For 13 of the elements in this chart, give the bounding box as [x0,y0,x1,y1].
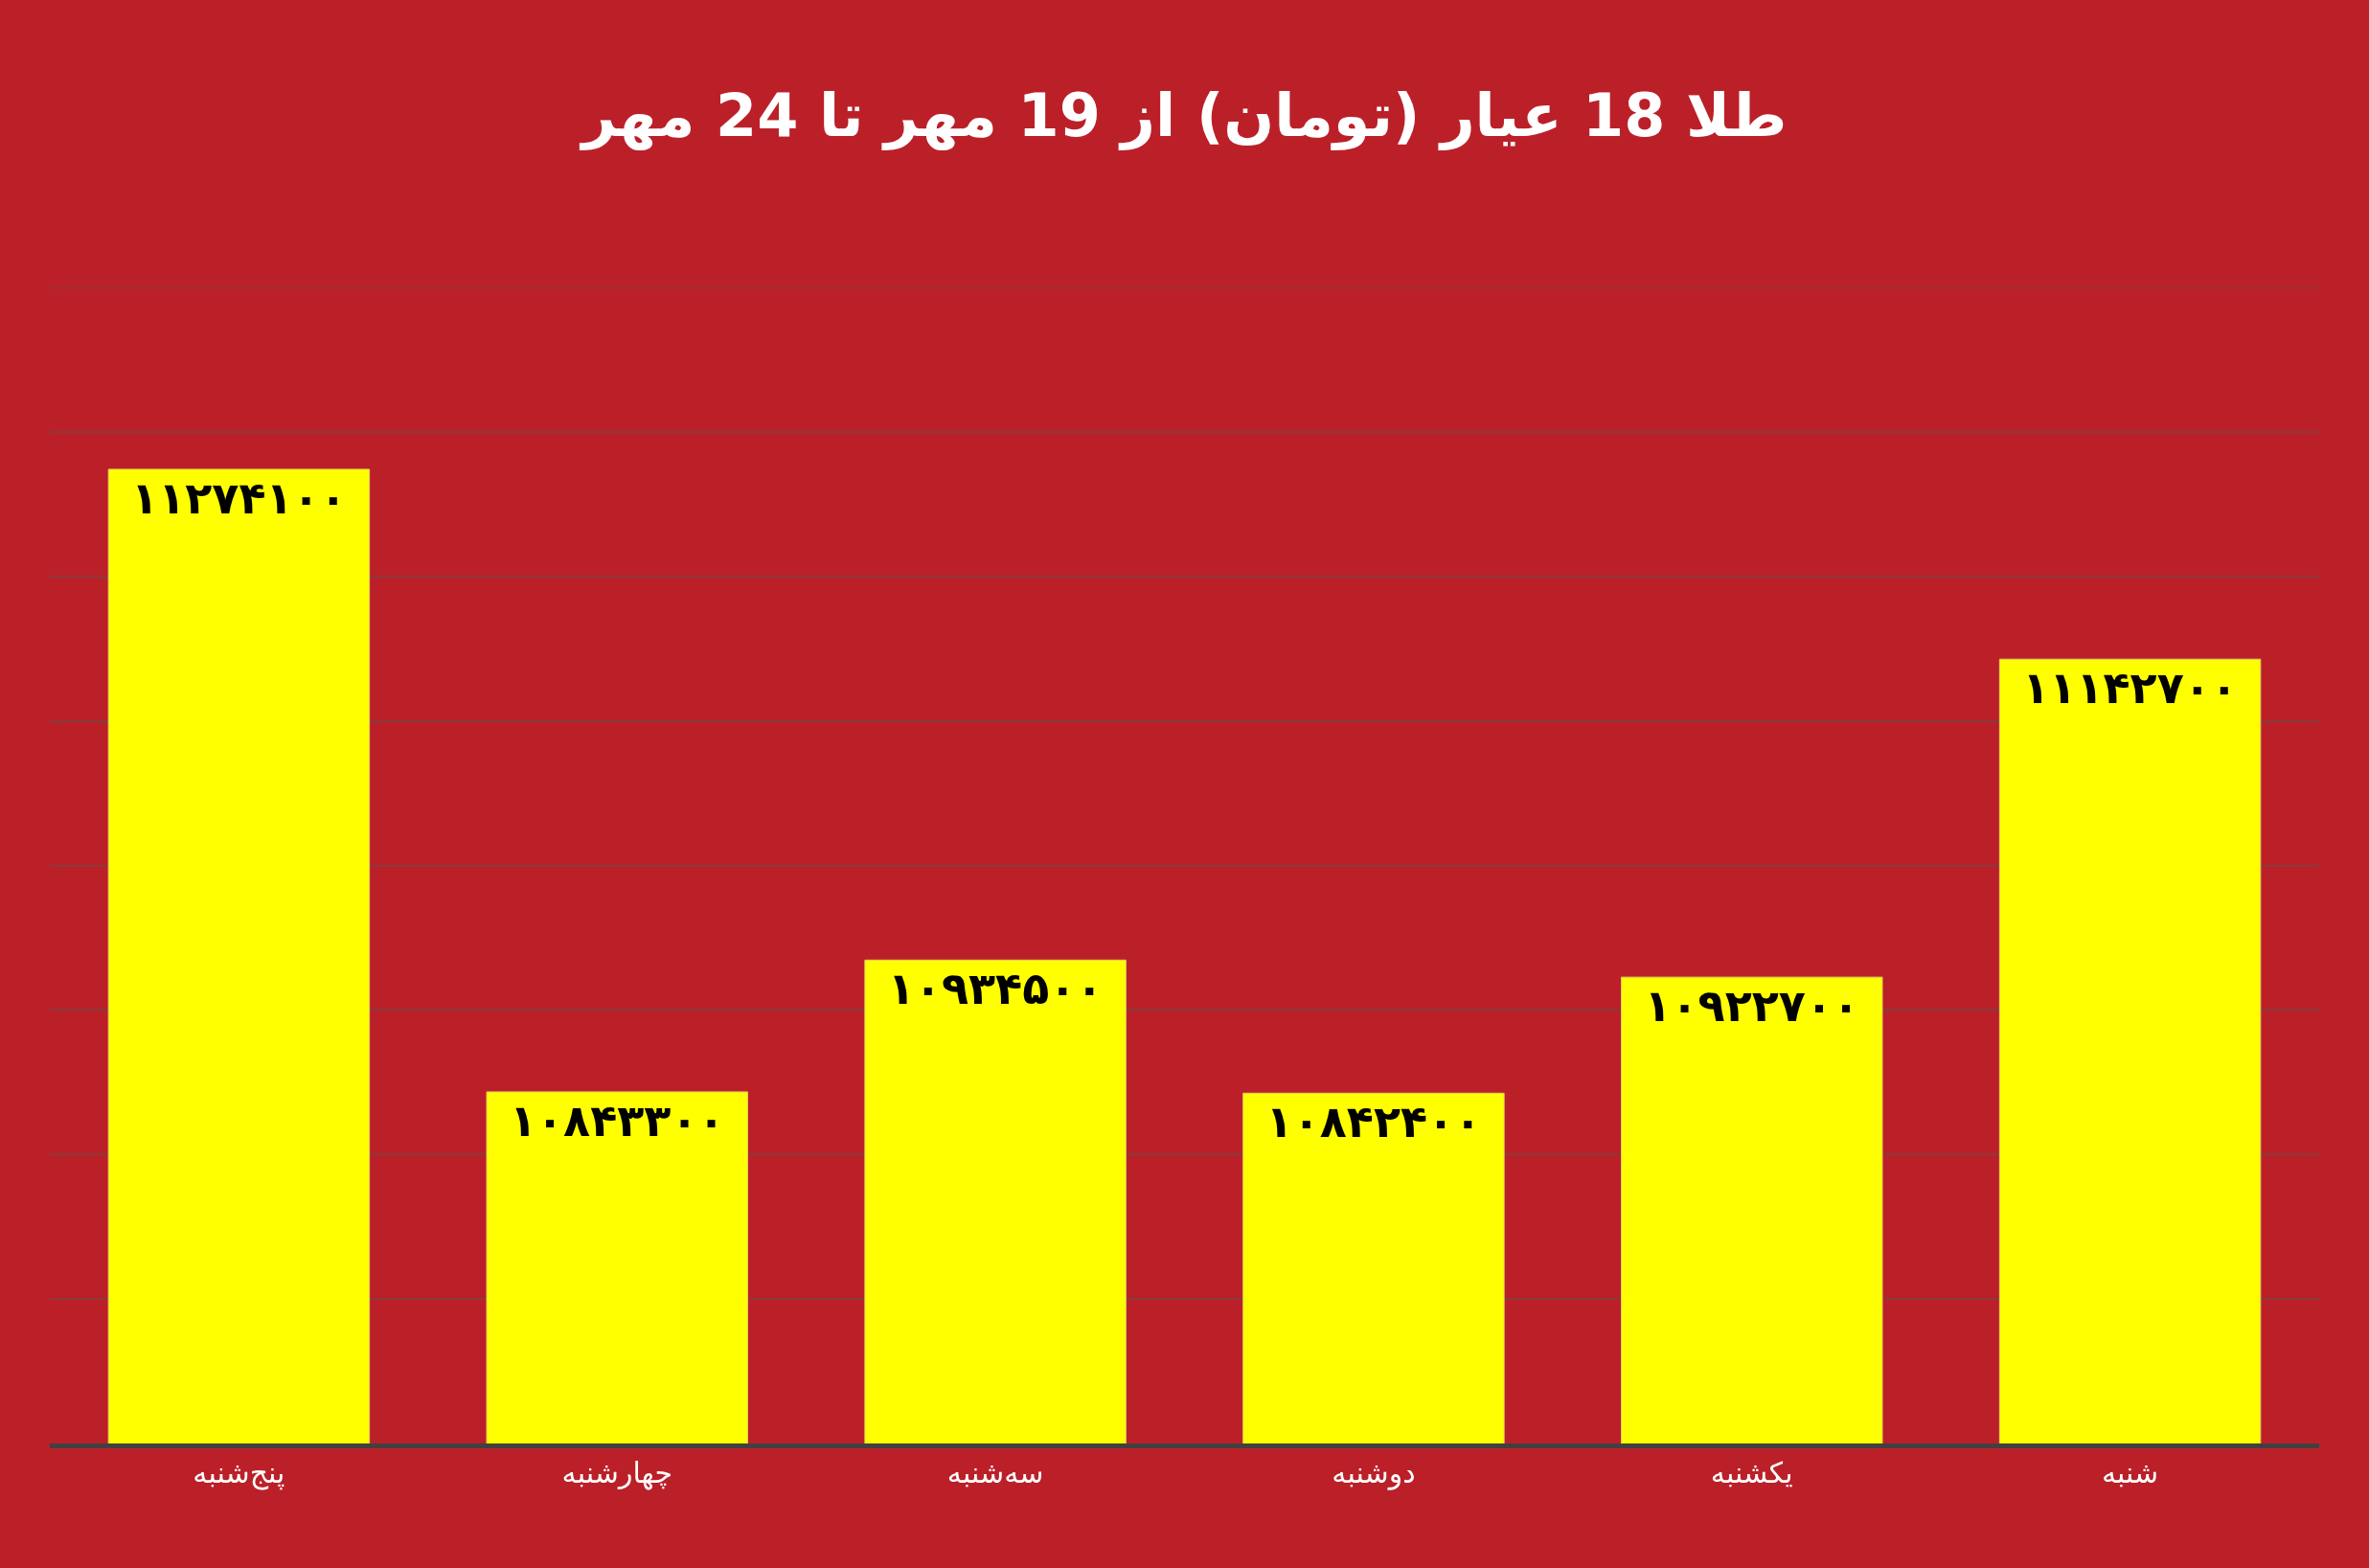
data-label: ۱۰۹۳۴۵۰۰ [887,963,1104,1015]
x-tick-label: سه‌شنبه [946,1456,1044,1489]
x-tick-label: دوشنبه [1332,1456,1416,1490]
x-tick-label: چهارشنبه [561,1456,672,1490]
x-tick-label: پنج‌شنبه [193,1456,285,1490]
chart-title: طلا 18 عیار (تومان) از 19 مهر تا 24 مهر [579,80,1788,150]
x-tick-label: شنبه [2101,1456,2159,1489]
data-label: ۱۱۲۷۴۱۰۰ [131,471,347,524]
data-label: ۱۰۸۴۳۳۰۰ [509,1094,725,1147]
data-label: ۱۰۸۴۲۴۰۰ [1265,1096,1482,1148]
data-label: ۱۰۹۲۲۷۰۰ [1644,980,1860,1033]
data-label: ۱۱۱۴۲۷۰۰ [2022,662,2238,715]
x-tick-label: یکشنبه [1710,1456,1793,1489]
